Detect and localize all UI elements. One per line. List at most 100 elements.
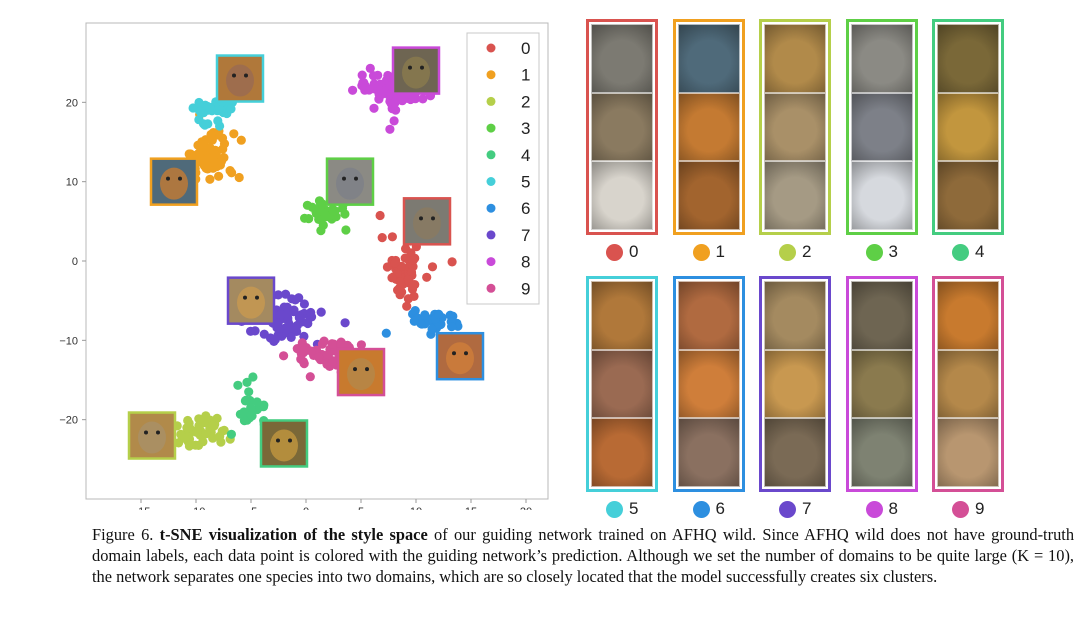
domain-column-1 (672, 19, 745, 235)
point-cluster-8 (364, 85, 374, 95)
point-cluster-8 (390, 98, 400, 108)
animal-image (591, 349, 653, 419)
point-cluster-2 (192, 427, 202, 437)
point-cluster-0 (406, 267, 417, 277)
point-cluster-0 (377, 233, 387, 243)
point-cluster-2 (194, 440, 204, 450)
point-cluster-8 (389, 116, 399, 126)
point-cluster-9 (342, 340, 353, 350)
point-cluster-6 (420, 310, 430, 320)
animal-image (764, 161, 826, 230)
animal-image (677, 92, 740, 162)
point-cluster-4 (248, 372, 258, 382)
domain-column-4 (932, 19, 1004, 235)
point-cluster-7 (276, 309, 286, 319)
domain-column-3 (845, 19, 918, 235)
legend-label-9: 9 (521, 279, 530, 298)
point-cluster-9 (279, 351, 289, 361)
domain-color-dot (865, 243, 883, 261)
point-cluster-0 (387, 232, 397, 242)
animal-image (850, 161, 913, 230)
domain-label-text: 2 (802, 242, 812, 261)
point-cluster-1 (229, 129, 239, 139)
point-cluster-0 (390, 258, 400, 268)
animal-image (764, 24, 826, 93)
animal-image (764, 349, 826, 419)
animal-image (850, 418, 913, 487)
x-tick-label: 15 (465, 506, 477, 510)
domain-column-5 (586, 276, 658, 492)
point-cluster-7 (299, 299, 309, 309)
point-cluster-7 (290, 295, 300, 305)
point-cluster-6 (409, 316, 419, 326)
point-cluster-7 (287, 322, 297, 333)
animal-image (677, 349, 740, 419)
point-cluster-0 (422, 272, 432, 282)
point-cluster-1 (227, 168, 237, 178)
point-cluster-4 (239, 407, 249, 417)
domain-label-text: 9 (975, 499, 985, 518)
point-cluster-4 (233, 380, 243, 390)
point-cluster-7 (340, 318, 350, 328)
point-cluster-7 (283, 315, 293, 325)
point-cluster-0 (403, 275, 414, 285)
x-tick-label: 0 (303, 506, 309, 510)
legend-marker-3 (486, 123, 496, 133)
domain-label-text: 3 (888, 242, 898, 261)
point-cluster-9 (297, 338, 307, 348)
domain-label-text: 8 (888, 499, 898, 518)
cluster-thumbnails (127, 46, 485, 468)
legend-label-7: 7 (521, 226, 530, 245)
domain-label-6: 6 (692, 499, 725, 519)
animal-image (591, 281, 653, 350)
caption-text: of our guiding network trained on AFHQ w… (92, 525, 1075, 586)
domain-label-text: 7 (802, 499, 812, 518)
domain-label-text: 4 (975, 242, 985, 261)
point-cluster-9 (314, 352, 324, 362)
point-cluster-9 (327, 339, 337, 349)
domain-label-9: 9 (952, 499, 984, 519)
point-cluster-5 (195, 106, 205, 116)
legend-marker-0 (486, 43, 496, 53)
point-cluster-2 (182, 423, 192, 433)
animal-image (764, 418, 826, 487)
point-cluster-8 (373, 70, 383, 80)
domain-color-dot (952, 243, 969, 261)
legend-label-8: 8 (521, 253, 530, 272)
domain-label-0: 0 (606, 242, 638, 262)
legend-label-4: 4 (521, 146, 530, 165)
animal-image (850, 281, 913, 350)
domain-column-7 (759, 276, 831, 492)
point-cluster-2 (180, 433, 190, 443)
point-cluster-7 (281, 289, 291, 299)
domain-color-dot (952, 500, 969, 518)
point-cluster-0 (395, 290, 405, 300)
point-cluster-5 (200, 120, 210, 130)
point-cluster-6 (410, 306, 420, 316)
animal-image (591, 24, 653, 93)
thumbnail-cluster-7 (226, 276, 276, 325)
point-cluster-0 (375, 210, 385, 221)
animal-image (677, 161, 740, 230)
tsne-scatter-plot: −15 −10 −5 0 5 10 15 20 −20 −10 0 10 20 0 1 2 3 4 5 6 7 8 9 (59, 22, 549, 510)
point-cluster-7 (289, 305, 299, 315)
legend-marker-4 (486, 150, 496, 160)
animal-image (937, 92, 999, 162)
animal-image (937, 349, 999, 419)
point-cluster-7 (250, 326, 260, 336)
thumbnail-cluster-0 (402, 197, 452, 246)
point-cluster-1 (206, 129, 216, 140)
domain-label-2: 2 (779, 242, 811, 262)
legend-label-6: 6 (521, 199, 530, 218)
point-cluster-5 (226, 104, 236, 114)
point-cluster-9 (299, 346, 309, 356)
domain-color-dot (779, 243, 796, 261)
animal-image (764, 92, 826, 162)
figure-caption: Figure 6. t-SNE visualization of the sty… (92, 524, 1074, 587)
point-cluster-2 (216, 437, 226, 447)
point-cluster-6 (434, 309, 444, 319)
point-cluster-9 (296, 354, 306, 364)
point-cluster-0 (401, 244, 411, 254)
animal-image (677, 418, 740, 487)
point-cluster-3 (314, 196, 325, 206)
